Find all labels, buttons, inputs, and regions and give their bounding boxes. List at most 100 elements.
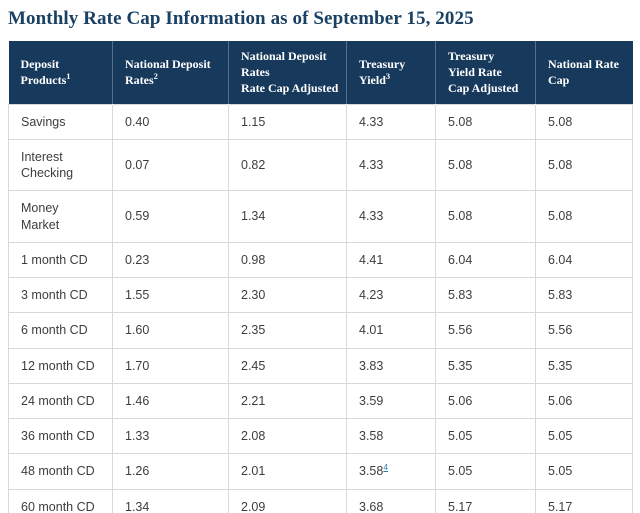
footnote-marker: 3 bbox=[385, 71, 391, 82]
table-cell: 2.45 bbox=[228, 347, 347, 384]
table-cell: 5.05 bbox=[535, 418, 633, 455]
header-label: National Deposit Rates bbox=[241, 49, 327, 80]
table-row-60-month-cd: 60 month CD 1.34 2.09 3.68 5.17 5.17 bbox=[8, 488, 633, 513]
table-cell: 5.56 bbox=[535, 312, 633, 349]
row-label-cell: Money Market bbox=[8, 190, 113, 243]
row-label-cell: 6 month CD bbox=[8, 312, 113, 349]
row-label-cell: 3 month CD bbox=[8, 277, 113, 314]
table-row-3-month-cd: 3 month CD 1.55 2.30 4.23 5.83 5.83 bbox=[8, 277, 633, 314]
row-label-cell: 1 month CD bbox=[8, 241, 113, 279]
header-cell-national-deposit-rates-adjusted: National Deposit Rates Rate Cap Adjusted bbox=[228, 41, 347, 105]
table-cell: 4.33 bbox=[346, 138, 436, 192]
table-cell: 5.83 bbox=[535, 277, 633, 314]
table-cell: 0.59 bbox=[112, 190, 229, 243]
header-cell-treasury-yield: Treasury Yield3 bbox=[346, 41, 436, 105]
table-row-interest-checking: Interest Checking 0.07 0.82 4.33 5.08 5.… bbox=[8, 138, 633, 192]
table-cell: 4.01 bbox=[346, 312, 436, 349]
table-cell: 5.35 bbox=[535, 347, 633, 384]
header-label: National Rate Cap bbox=[548, 57, 619, 88]
table-cell: 3.59 bbox=[346, 382, 436, 420]
table-cell: 5.05 bbox=[535, 453, 633, 490]
table-cell: 1.26 bbox=[112, 453, 229, 490]
table-cell: 3.68 bbox=[346, 488, 436, 513]
table-cell: 5.06 bbox=[435, 382, 536, 420]
table-cell: 2.30 bbox=[228, 277, 347, 314]
row-label-cell: 12 month CD bbox=[8, 347, 113, 384]
table-cell: 2.01 bbox=[228, 453, 347, 490]
rate-cap-table: Deposit Products1 National Deposit Rates… bbox=[8, 41, 633, 513]
header-label: National Deposit Rates bbox=[125, 57, 211, 88]
row-label-cell: 24 month CD bbox=[8, 382, 113, 420]
table-cell: 3.58 bbox=[346, 418, 436, 455]
header-label: Treasury Yield bbox=[359, 57, 406, 88]
header-cell-national-deposit-rates: National Deposit Rates2 bbox=[112, 41, 229, 105]
footnote-marker: 1 bbox=[66, 71, 71, 82]
header-cell-deposit-products: Deposit Products1 bbox=[8, 41, 113, 105]
table-cell: 5.08 bbox=[535, 138, 633, 192]
table-cell-with-footnote: 3.584 bbox=[346, 453, 436, 490]
table-row-48-month-cd: 48 month CD 1.26 2.01 3.584 5.05 5.05 bbox=[8, 453, 633, 490]
table-row-1-month-cd: 1 month CD 0.23 0.98 4.41 6.04 6.04 bbox=[8, 241, 633, 279]
page-title: Monthly Rate Cap Information as of Septe… bbox=[8, 8, 474, 29]
table-cell: 0.23 bbox=[112, 241, 229, 279]
header-cell-national-rate-cap: National Rate Cap bbox=[535, 41, 633, 105]
header-label: Deposit Products bbox=[20, 57, 67, 88]
row-label-cell: Interest Checking bbox=[8, 138, 113, 192]
table-cell: 4.33 bbox=[346, 103, 436, 140]
table-row-savings: Savings 0.40 1.15 4.33 5.08 5.08 bbox=[8, 103, 633, 140]
table-cell: 5.83 bbox=[435, 277, 536, 314]
table-cell: 5.08 bbox=[435, 190, 536, 243]
table-cell: 4.41 bbox=[346, 241, 436, 279]
header-cell-treasury-yield-adjusted: Treasury Yield Rate Cap Adjusted bbox=[435, 41, 536, 105]
table-row-6-month-cd: 6 month CD 1.60 2.35 4.01 5.56 5.56 bbox=[8, 312, 633, 349]
table-cell: 1.34 bbox=[112, 488, 229, 513]
table-cell: 5.05 bbox=[435, 418, 536, 455]
table-cell: 0.98 bbox=[228, 241, 347, 279]
table-cell: 0.07 bbox=[112, 138, 229, 192]
table-cell: 6.04 bbox=[435, 241, 536, 279]
row-label-cell: 60 month CD bbox=[8, 488, 113, 513]
table-cell: 1.46 bbox=[112, 382, 229, 420]
table-header: Deposit Products1 National Deposit Rates… bbox=[8, 41, 633, 105]
table-cell: 2.35 bbox=[228, 312, 347, 349]
table-row-money-market: Money Market 0.59 1.34 4.33 5.08 5.08 bbox=[8, 190, 633, 243]
table-cell: 5.08 bbox=[535, 190, 633, 243]
table-cell: 4.23 bbox=[346, 277, 436, 314]
footnote-4-link[interactable]: 4 bbox=[383, 462, 389, 473]
row-label-cell: 48 month CD bbox=[8, 453, 113, 490]
table-cell: 5.17 bbox=[535, 488, 633, 513]
row-label-cell: 36 month CD bbox=[8, 418, 113, 455]
table-row-24-month-cd: 24 month CD 1.46 2.21 3.59 5.06 5.06 bbox=[8, 382, 633, 420]
table-cell: 1.60 bbox=[112, 312, 229, 349]
table-cell: 2.21 bbox=[228, 382, 347, 420]
table-cell: 5.05 bbox=[435, 453, 536, 490]
table-cell: 3.83 bbox=[346, 347, 436, 384]
table-cell: 5.08 bbox=[435, 103, 536, 140]
table-cell: 6.04 bbox=[535, 241, 633, 279]
table-cell: 1.70 bbox=[112, 347, 229, 384]
header-label: Treasury Yield Rate Cap Adjusted bbox=[448, 49, 519, 96]
table-cell: 5.08 bbox=[435, 138, 536, 192]
table-header-row: Deposit Products1 National Deposit Rates… bbox=[8, 41, 633, 105]
cell-value: 3.58 bbox=[359, 464, 384, 479]
table-cell: 0.82 bbox=[228, 138, 347, 192]
table-cell: 0.40 bbox=[112, 103, 229, 140]
table-cell: 1.55 bbox=[112, 277, 229, 314]
table-cell: 4.33 bbox=[346, 190, 436, 243]
table-cell: 5.06 bbox=[535, 382, 633, 420]
table-cell: 5.56 bbox=[435, 312, 536, 349]
table-cell: 1.34 bbox=[228, 190, 347, 243]
table-row-12-month-cd: 12 month CD 1.70 2.45 3.83 5.35 5.35 bbox=[8, 347, 633, 384]
table-cell: 1.15 bbox=[228, 103, 347, 140]
footnote-superscript: 4 bbox=[383, 462, 388, 472]
row-label-cell: Savings bbox=[8, 103, 113, 140]
table-row-36-month-cd: 36 month CD 1.33 2.08 3.58 5.05 5.05 bbox=[8, 418, 633, 455]
table-cell: 5.35 bbox=[435, 347, 536, 384]
header-label-line2: Rate Cap Adjusted bbox=[241, 81, 339, 96]
table-cell: 2.09 bbox=[228, 488, 347, 513]
table-cell: 5.08 bbox=[535, 103, 633, 140]
table-cell: 1.33 bbox=[112, 418, 229, 455]
table-body: Savings 0.40 1.15 4.33 5.08 5.08 Interes… bbox=[8, 103, 633, 513]
footnote-marker: 2 bbox=[153, 71, 158, 82]
